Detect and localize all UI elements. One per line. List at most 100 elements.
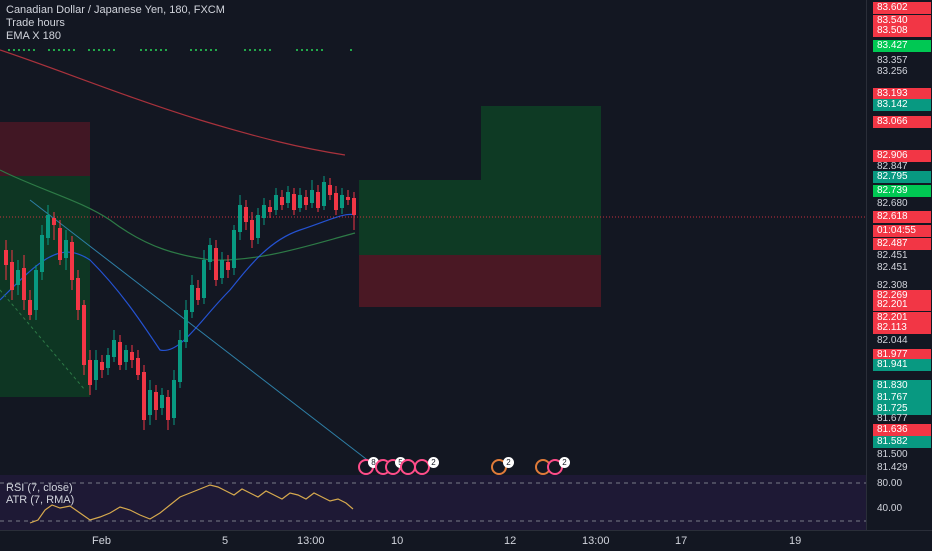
candle-body [28, 300, 32, 315]
candle-body [100, 362, 104, 370]
price-label: 81.977 [873, 349, 931, 361]
candle-body [262, 205, 266, 218]
time-label: Feb [92, 535, 111, 547]
ema-180-line [0, 49, 346, 156]
candle-body [16, 270, 20, 285]
session-dot [18, 49, 20, 51]
candle-body [316, 192, 320, 208]
session-dot [150, 49, 152, 51]
price-label: 81.830 [873, 380, 931, 392]
candle-body [286, 192, 290, 203]
current-price-label: 82.618 [873, 211, 931, 223]
event-badge[interactable]: 2 [491, 457, 514, 475]
price-label: 81.725 [873, 403, 931, 415]
candle-body [244, 207, 248, 222]
indicator-pane[interactable]: RSI (7, close) ATR (7, RMA) [0, 475, 866, 530]
session-dot [103, 49, 105, 51]
price-label: 81.636 [873, 424, 931, 436]
price-label: 40.00 [877, 503, 903, 514]
session-dot [73, 49, 75, 51]
badge-count: 8 [368, 457, 379, 468]
event-badge[interactable]: 5 [385, 457, 406, 475]
price-label: 83.193 [873, 88, 931, 100]
trade-hours-label[interactable]: Trade hours [6, 17, 65, 29]
session-dot [8, 49, 10, 51]
candle-body [142, 372, 146, 420]
candlestick-chart[interactable] [0, 0, 866, 475]
time-axis[interactable]: Feb 5 13:00 10 12 13:00 17 19 [0, 530, 932, 551]
candle-body [106, 355, 110, 368]
session-dot [350, 49, 352, 51]
price-label: 82.044 [877, 335, 908, 346]
session-dot [63, 49, 65, 51]
candle-body [340, 195, 344, 208]
candle-body [334, 193, 338, 210]
event-badge[interactable]: 2 [414, 457, 439, 475]
candle-body [112, 340, 116, 357]
session-dot [48, 49, 50, 51]
session-dot [249, 49, 251, 51]
price-label: 82.906 [873, 150, 931, 162]
rsi-label[interactable]: RSI (7, close) [6, 482, 73, 494]
time-label: 13:00 [297, 535, 325, 547]
atr-label[interactable]: ATR (7, RMA) [6, 494, 75, 506]
price-label: 80.00 [877, 478, 903, 489]
candle-body [196, 288, 200, 300]
price-label: 82.451 [877, 262, 908, 273]
rsi-line [29, 484, 354, 524]
session-dot [53, 49, 55, 51]
candle-body [322, 182, 326, 206]
session-dot [254, 49, 256, 51]
badge-count: 2 [503, 457, 514, 468]
candle-body [34, 270, 38, 310]
session-dot [23, 49, 25, 51]
candle-body [238, 205, 242, 232]
candle-body [88, 360, 92, 385]
current-price-label: 01:04:55 [873, 225, 931, 237]
candle-body [304, 197, 308, 205]
candle-body [10, 262, 14, 290]
candle-body [40, 235, 44, 272]
session-dot [165, 49, 167, 51]
candle-body [148, 390, 152, 415]
price-label: 82.201 [873, 299, 931, 311]
position-profit-zone-2 [481, 106, 601, 255]
candle-body [154, 392, 158, 410]
slow-ma-line [0, 169, 356, 261]
session-dot [264, 49, 266, 51]
event-badge[interactable]: 8 [358, 457, 379, 475]
price-label: 81.582 [873, 436, 931, 448]
session-dot [306, 49, 308, 51]
candle-body [220, 260, 224, 278]
event-badge[interactable]: 2 [547, 457, 570, 475]
ema-label[interactable]: EMA X 180 [6, 30, 62, 42]
candle-body [118, 342, 122, 365]
price-axis[interactable]: 83.602 83.540 83.508 83.427 83.357 83.256 83.1… [866, 0, 932, 530]
price-label: 83.357 [877, 55, 908, 66]
session-dot [301, 49, 303, 51]
candle-body [166, 397, 170, 420]
session-dot [33, 49, 35, 51]
session-dot [98, 49, 100, 51]
price-chart[interactable]: Canadian Dollar / Japanese Yen, 180, FXC… [0, 0, 866, 475]
price-label: 81.500 [877, 449, 908, 460]
candle-body [328, 185, 332, 195]
session-dot [160, 49, 162, 51]
candle-body [76, 278, 80, 310]
price-label: 82.113 [873, 322, 931, 334]
session-dot [321, 49, 323, 51]
historic-position-loss-zone [0, 122, 90, 176]
session-dot [269, 49, 271, 51]
price-label: 81.941 [873, 359, 931, 371]
candles [4, 176, 356, 430]
symbol-title[interactable]: Canadian Dollar / Japanese Yen, 180, FXC… [6, 4, 225, 16]
candle-body [208, 245, 212, 262]
historic-position-profit-zone [0, 176, 90, 397]
time-label: 10 [391, 535, 404, 547]
session-dot [113, 49, 115, 51]
session-dot [93, 49, 95, 51]
session-dot [140, 49, 142, 51]
session-dot [88, 49, 90, 51]
price-label: 82.795 [873, 171, 931, 183]
candle-body [172, 380, 176, 418]
